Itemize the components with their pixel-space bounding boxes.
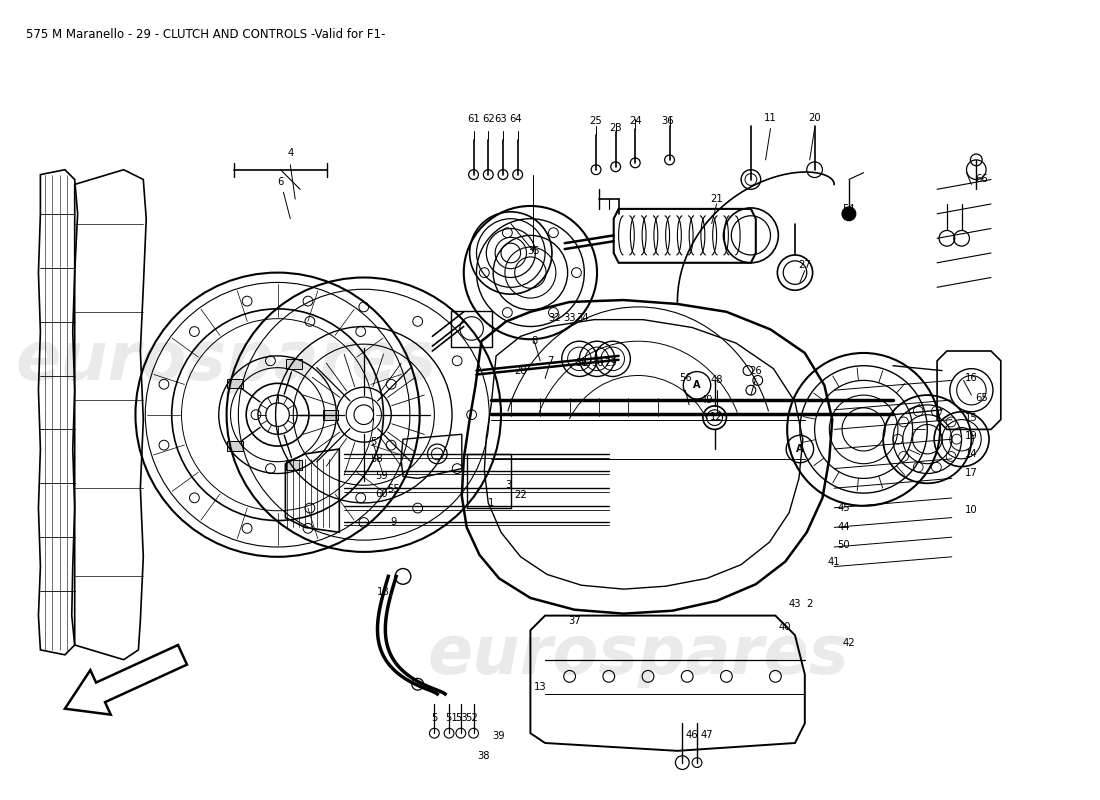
- Text: 9: 9: [390, 517, 396, 526]
- Text: 12: 12: [711, 412, 723, 422]
- Text: 41: 41: [828, 557, 840, 566]
- Text: 49: 49: [701, 395, 713, 405]
- Text: 47: 47: [701, 730, 713, 740]
- FancyBboxPatch shape: [286, 460, 301, 470]
- Text: 18: 18: [377, 587, 389, 597]
- Text: 575 M Maranello - 29 - CLUTCH AND CONTROLS -Valid for F1-: 575 M Maranello - 29 - CLUTCH AND CONTRO…: [25, 27, 385, 41]
- Text: 54: 54: [843, 204, 855, 214]
- Text: 11: 11: [764, 113, 777, 122]
- Text: 34: 34: [576, 313, 588, 322]
- Text: 7: 7: [547, 356, 553, 366]
- Text: 55: 55: [387, 484, 399, 494]
- Text: 30: 30: [591, 358, 603, 368]
- Text: 8: 8: [531, 336, 538, 346]
- Text: 46: 46: [685, 730, 698, 740]
- Text: 20: 20: [808, 113, 821, 122]
- Text: 64: 64: [509, 114, 522, 124]
- Text: 63: 63: [495, 114, 507, 124]
- Text: 14: 14: [965, 449, 978, 459]
- Text: 65: 65: [975, 393, 988, 403]
- Text: 33: 33: [563, 313, 576, 322]
- Text: 57: 57: [371, 437, 383, 447]
- Text: 61: 61: [468, 114, 480, 124]
- Text: 42: 42: [843, 638, 855, 648]
- Text: 15: 15: [965, 413, 978, 422]
- Text: 19: 19: [965, 431, 978, 442]
- Text: 4: 4: [287, 148, 294, 158]
- Text: 10: 10: [965, 505, 978, 514]
- Text: 27: 27: [799, 260, 811, 270]
- Text: 13: 13: [534, 682, 547, 692]
- Text: 2: 2: [806, 599, 813, 609]
- Text: 25: 25: [590, 116, 603, 126]
- Text: 38: 38: [477, 750, 490, 761]
- Text: 53: 53: [455, 713, 469, 722]
- Text: 3: 3: [506, 480, 512, 490]
- Text: 51: 51: [446, 713, 459, 722]
- Text: 26: 26: [749, 366, 762, 375]
- Text: 35: 35: [527, 246, 540, 256]
- Text: 58: 58: [371, 454, 383, 464]
- Text: 28: 28: [515, 366, 527, 375]
- Text: 21: 21: [711, 194, 723, 204]
- Text: 43: 43: [789, 599, 801, 609]
- FancyBboxPatch shape: [227, 378, 243, 389]
- Text: eurospares: eurospares: [15, 328, 438, 394]
- Circle shape: [842, 207, 856, 221]
- Text: 23: 23: [609, 122, 622, 133]
- Text: eurospares: eurospares: [428, 622, 849, 688]
- Text: 29: 29: [604, 358, 617, 368]
- FancyBboxPatch shape: [227, 441, 243, 450]
- Text: 36: 36: [661, 116, 674, 126]
- Text: 6: 6: [277, 178, 284, 187]
- Text: 60: 60: [375, 489, 388, 499]
- Text: A: A: [693, 380, 701, 390]
- Text: 37: 37: [569, 615, 581, 626]
- FancyArrow shape: [65, 645, 187, 714]
- Text: 16: 16: [965, 374, 978, 383]
- Text: 22: 22: [514, 490, 527, 500]
- Text: 45: 45: [838, 503, 850, 513]
- Text: 24: 24: [629, 116, 641, 126]
- Text: 52: 52: [465, 713, 478, 722]
- Text: 39: 39: [493, 731, 505, 741]
- FancyBboxPatch shape: [286, 359, 301, 370]
- Text: 67: 67: [580, 358, 593, 368]
- Text: 1: 1: [488, 498, 494, 508]
- Text: 17: 17: [965, 469, 978, 478]
- Text: 50: 50: [838, 540, 850, 550]
- FancyBboxPatch shape: [322, 410, 339, 419]
- Text: A: A: [796, 444, 804, 454]
- Text: 32: 32: [549, 313, 561, 322]
- Text: 62: 62: [482, 114, 495, 124]
- Text: 59: 59: [375, 471, 388, 482]
- Text: 31: 31: [575, 358, 587, 368]
- Text: 66: 66: [975, 174, 988, 185]
- Text: 5: 5: [431, 713, 438, 722]
- Text: 48: 48: [711, 375, 723, 386]
- Text: 44: 44: [838, 522, 850, 533]
- Text: 56: 56: [679, 374, 692, 383]
- Text: 40: 40: [779, 622, 791, 632]
